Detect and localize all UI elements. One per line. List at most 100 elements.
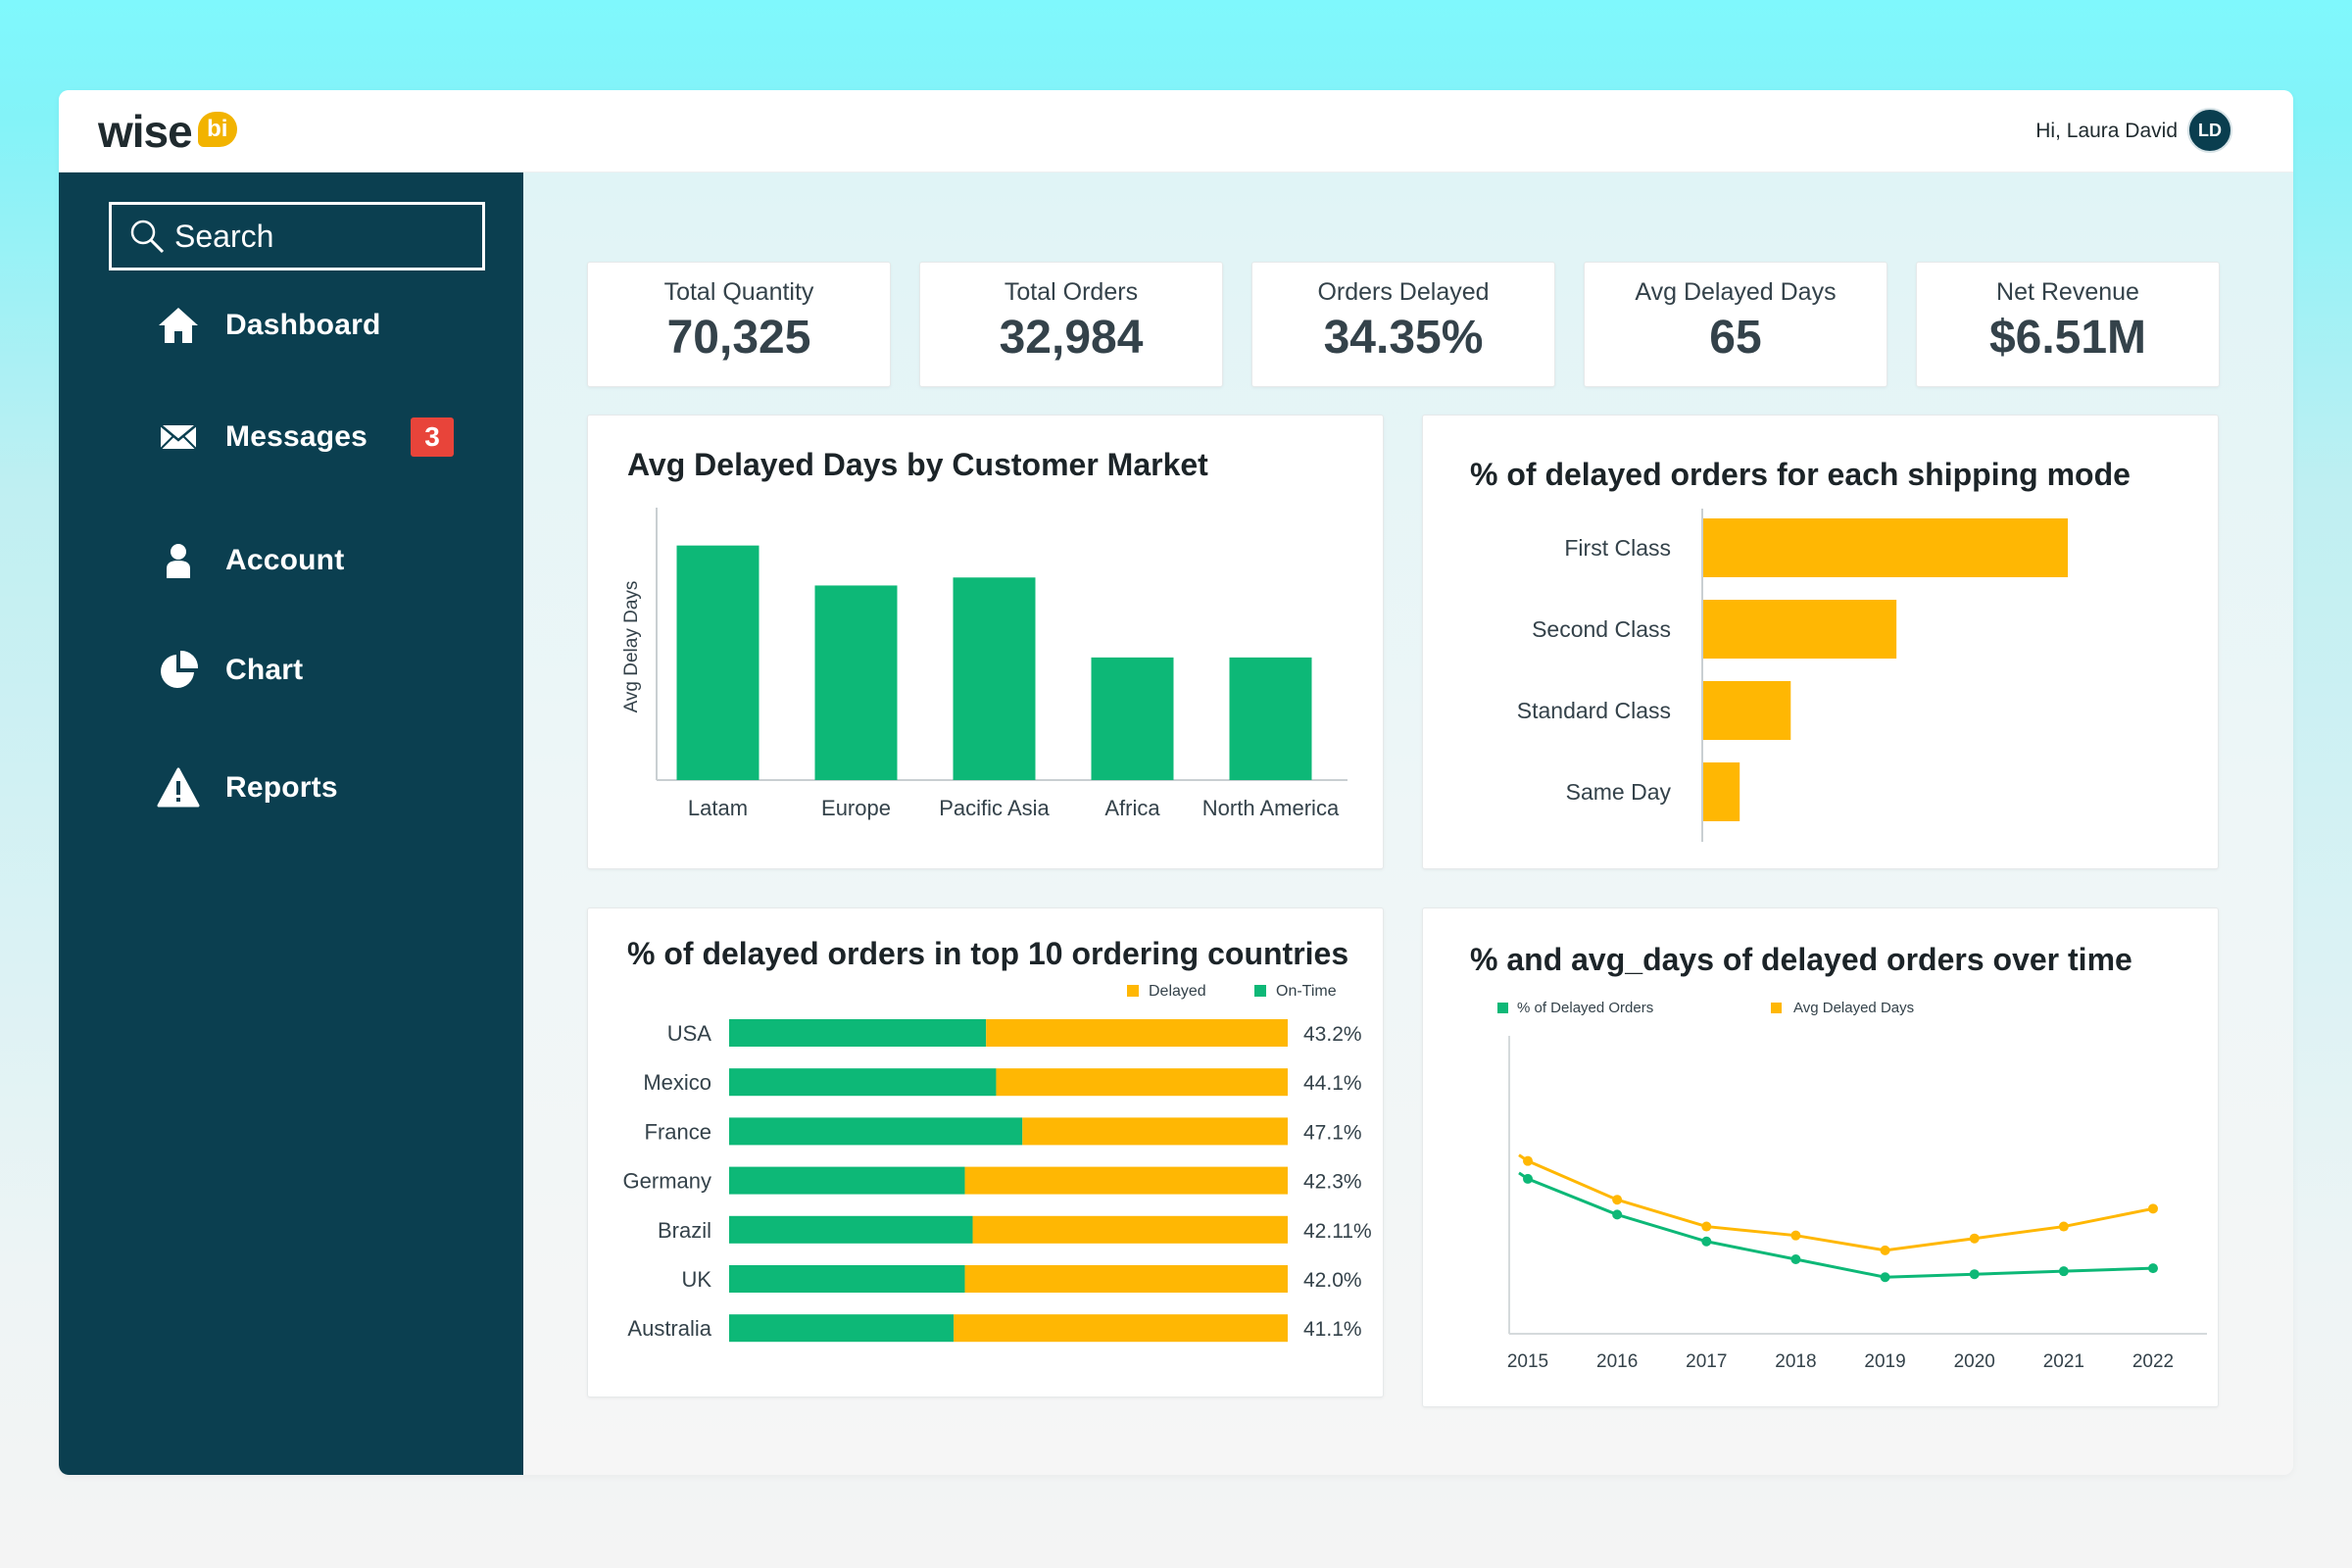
user-greeting: Hi, Laura David <box>2035 120 2178 142</box>
logo-badge: bi <box>197 112 237 147</box>
series-line <box>1518 1171 2154 1279</box>
x-tick-label: 2022 <box>2132 1351 2174 1372</box>
sidebar-item-account[interactable]: Account <box>157 531 344 590</box>
y-tick-label: Same Day <box>1566 779 1672 805</box>
kpi-card-avg-delayed-days: Avg Delayed Days 65 <box>1584 262 1887 387</box>
bar-on-time <box>729 1068 997 1097</box>
kpi-label: Total Orders <box>1004 278 1139 306</box>
warning-icon <box>157 767 200 808</box>
y-tick-label: UK <box>681 1267 711 1292</box>
bar-delayed <box>964 1265 1288 1293</box>
x-tick-label: 2019 <box>1864 1351 1905 1372</box>
x-tick-label: 2017 <box>1686 1351 1727 1372</box>
message-count-badge: 3 <box>411 417 455 457</box>
x-tick-label: 2018 <box>1775 1351 1816 1372</box>
x-tick-label: 2021 <box>2043 1351 2084 1372</box>
x-tick-label: 2016 <box>1596 1351 1638 1372</box>
data-point <box>1790 1230 1801 1241</box>
x-tick-label: North America <box>1202 796 1340 820</box>
kpi-value: 65 <box>1709 312 1762 364</box>
kpi-card-total-quantity: Total Quantity 70,325 <box>587 262 891 387</box>
data-point <box>2058 1221 2069 1232</box>
chart-card-shipping-mode: % of delayed orders for each shipping mo… <box>1422 415 2219 869</box>
countries-stacked-bar-chart: Delayed On-Time USA 43.2% Mexico 44.1% France 4… <box>623 983 1372 1343</box>
data-point <box>2148 1203 2158 1214</box>
data-label: 42.3% <box>1303 1171 1362 1194</box>
top-bar: wise bi Hi, Laura David LD <box>59 90 2293 172</box>
legend-swatch-delayed <box>1127 985 1139 997</box>
bar-on-time <box>729 1314 955 1343</box>
y-tick-label: Brazil <box>658 1218 711 1243</box>
data-point <box>1790 1254 1801 1264</box>
logo[interactable]: wise bi <box>98 106 237 157</box>
bar-on-time <box>729 1166 965 1195</box>
legend-label: % of Delayed Orders <box>1517 1000 1653 1016</box>
chart-card-market: Avg Delayed Days by Customer Market Avg … <box>587 415 1384 869</box>
shipping-mode-bar-chart: First Class Second Class Standard Class Sam… <box>1517 509 2068 842</box>
kpi-label: Avg Delayed Days <box>1635 278 1837 306</box>
kpi-label: Orders Delayed <box>1317 278 1490 306</box>
sidebar-item-messages[interactable]: Messages 3 <box>157 408 455 466</box>
data-point <box>1612 1195 1623 1205</box>
y-tick-label: France <box>645 1119 711 1144</box>
data-point <box>1612 1209 1623 1220</box>
data-point <box>1523 1155 1533 1166</box>
data-label: 44.1% <box>1303 1072 1362 1095</box>
user-icon <box>167 544 190 578</box>
x-tick-label: 2020 <box>1954 1351 1995 1372</box>
chart-card-over-time: % and avg_days of delayed orders over ti… <box>1422 907 2219 1407</box>
bar <box>814 585 898 780</box>
y-tick-label: Australia <box>627 1316 711 1341</box>
kpi-value: 32,984 <box>999 312 1144 364</box>
market-bar-chart: Avg Delay Days Latam Europe Pacific Asia Afr… <box>621 508 1348 820</box>
y-tick-label: Second Class <box>1532 616 1671 642</box>
bar-delayed <box>996 1068 1288 1097</box>
app-window: wise bi Hi, Laura David LD Dashboard <box>59 90 2293 1475</box>
bar <box>1703 518 2068 577</box>
sidebar-item-dashboard[interactable]: Dashboard <box>157 296 381 355</box>
legend-swatch-on-time <box>1254 985 1266 997</box>
bar <box>676 545 760 780</box>
x-tick-label: Pacific Asia <box>939 796 1050 820</box>
data-point <box>1701 1236 1712 1247</box>
legend-label: Avg Delayed Days <box>1793 1000 1914 1016</box>
y-tick-label: Standard Class <box>1517 698 1671 723</box>
y-tick-label: Germany <box>623 1169 711 1194</box>
bar-delayed <box>986 1019 1288 1047</box>
bar-delayed <box>972 1215 1288 1244</box>
x-tick-label: Latam <box>688 796 748 820</box>
bar-delayed <box>1022 1117 1288 1146</box>
legend-label: Delayed <box>1149 983 1206 1000</box>
legend-swatch-avg-days <box>1771 1003 1782 1013</box>
sidebar-item-chart[interactable]: Chart <box>157 641 303 700</box>
search-input[interactable] <box>174 218 468 255</box>
home-icon <box>159 308 198 343</box>
x-tick-label: Europe <box>821 796 891 820</box>
bar-on-time <box>729 1215 973 1244</box>
data-point <box>2148 1263 2158 1274</box>
avatar[interactable]: LD <box>2187 108 2232 153</box>
sidebar-item-reports[interactable]: Reports <box>157 759 338 817</box>
bar <box>1703 762 1740 821</box>
data-point <box>2058 1266 2069 1277</box>
data-point <box>1880 1272 1890 1283</box>
data-point <box>1523 1173 1533 1184</box>
y-tick-label: USA <box>667 1021 712 1046</box>
bar <box>1703 681 1791 740</box>
sidebar: Dashboard Messages 3 Account <box>59 172 523 1475</box>
bar-on-time <box>729 1265 965 1293</box>
search-box[interactable] <box>109 202 485 270</box>
mail-icon <box>160 424 197 450</box>
kpi-label: Total Quantity <box>663 278 814 306</box>
data-point <box>1969 1269 1980 1280</box>
x-tick-label: Africa <box>1104 796 1160 820</box>
data-point <box>1701 1221 1712 1232</box>
bar-on-time <box>729 1019 987 1047</box>
kpi-value: 34.35% <box>1323 312 1484 364</box>
data-label: 41.1% <box>1303 1318 1362 1341</box>
bar-delayed <box>964 1166 1288 1195</box>
sidebar-item-label: Dashboard <box>225 309 381 341</box>
bar <box>953 577 1036 780</box>
kpi-value: 70,325 <box>666 312 811 364</box>
y-tick-label: First Class <box>1564 535 1671 561</box>
